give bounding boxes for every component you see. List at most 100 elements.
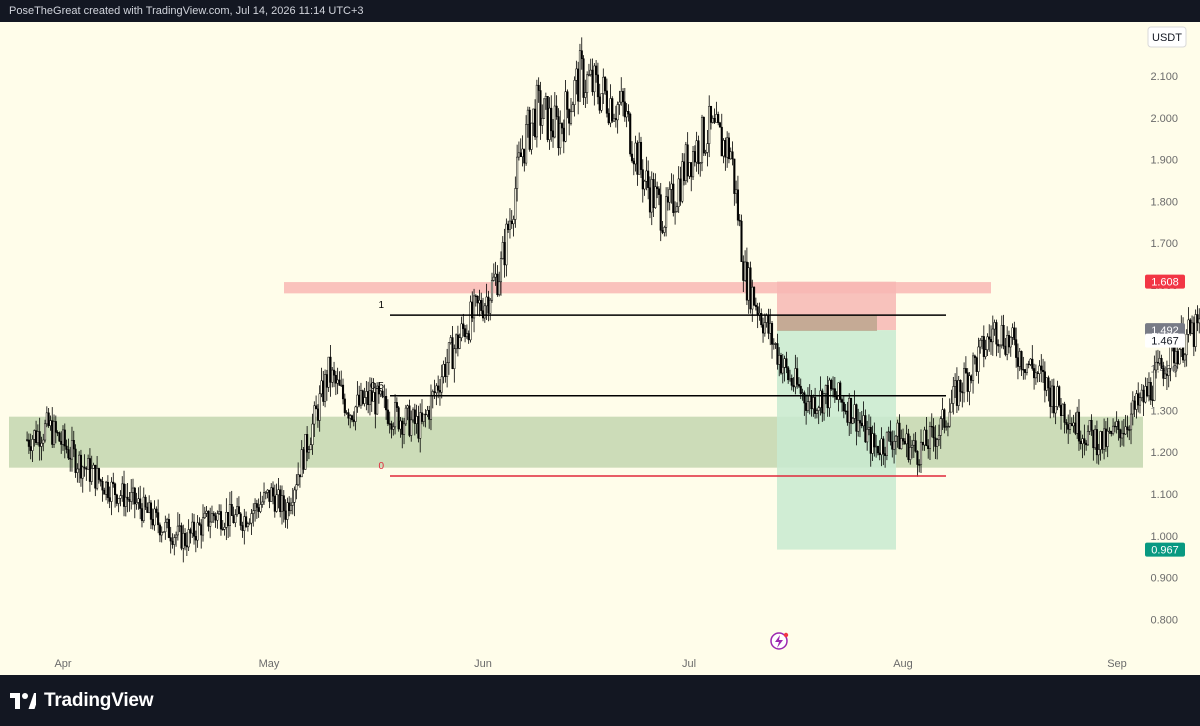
candle	[1052, 378, 1055, 418]
candle	[830, 378, 833, 391]
candle	[47, 408, 50, 428]
candle	[654, 173, 657, 209]
candle	[282, 490, 285, 523]
support-zone[interactable]	[9, 416, 1143, 468]
candle	[611, 96, 614, 123]
resistance-zone[interactable]	[284, 282, 991, 294]
candle	[959, 379, 962, 402]
candle	[175, 531, 178, 547]
candle	[731, 141, 734, 166]
candle	[1155, 350, 1158, 379]
candle	[341, 378, 345, 405]
attribution-bar: PoseTheGreat created with TradingView.co…	[0, 0, 1200, 22]
candle	[65, 439, 68, 454]
candle	[245, 511, 248, 528]
candle	[162, 531, 165, 534]
candle	[252, 503, 255, 527]
candle	[779, 352, 783, 375]
candle	[718, 121, 722, 128]
candle	[329, 344, 332, 397]
candle	[262, 482, 266, 505]
fib-retracement[interactable]: 10.50	[370, 300, 946, 477]
candle	[998, 344, 1002, 358]
candle	[52, 414, 56, 448]
entry-box[interactable]	[777, 315, 877, 331]
candle	[74, 444, 77, 478]
candle	[1065, 419, 1068, 434]
candle	[555, 95, 558, 120]
candle	[740, 214, 743, 262]
candle	[72, 430, 75, 458]
candle	[916, 450, 919, 477]
candle	[1086, 425, 1089, 446]
candle	[957, 375, 960, 411]
price-tick-label: 1.300	[1150, 405, 1178, 417]
candle	[250, 508, 253, 536]
price-tick-label: 1.700	[1150, 238, 1178, 250]
candle	[135, 492, 138, 510]
candle	[31, 435, 34, 463]
currency-badge[interactable]: USDT	[1147, 26, 1187, 48]
candle	[700, 114, 704, 172]
candle	[1040, 354, 1043, 383]
candle	[672, 174, 675, 217]
candle	[334, 370, 337, 396]
candle	[315, 395, 318, 410]
candle	[157, 499, 160, 534]
chart-panel[interactable]: 2.1002.0001.9001.8001.7001.6001.5001.400…	[0, 22, 1200, 675]
short-target-zone[interactable]	[777, 330, 896, 550]
candle	[54, 415, 57, 444]
candle	[659, 182, 662, 242]
candle	[823, 393, 826, 421]
candle	[117, 497, 120, 513]
candle	[902, 428, 905, 445]
candle	[297, 462, 300, 487]
candle	[587, 63, 590, 77]
candle	[403, 417, 406, 445]
candle	[1153, 355, 1156, 402]
candle	[261, 495, 264, 508]
candle	[833, 377, 836, 403]
candle	[313, 401, 316, 437]
candle	[119, 490, 122, 507]
candle	[736, 175, 739, 226]
candle	[776, 333, 779, 370]
candle	[595, 60, 598, 83]
candle	[717, 111, 720, 126]
candle	[130, 479, 133, 510]
candle	[390, 420, 393, 439]
candle	[70, 426, 74, 472]
tradingview-logo[interactable]: TradingView	[10, 690, 154, 712]
candle	[618, 90, 621, 115]
candle	[946, 422, 949, 437]
candle	[907, 428, 910, 463]
candle	[604, 76, 607, 95]
candle	[641, 159, 644, 203]
candle	[295, 474, 298, 500]
time-axis[interactable]: Apr May Jun Jul Aug Sep	[54, 658, 1126, 670]
time-tick-label: Apr	[54, 658, 71, 670]
currency-label: USDT	[1152, 32, 1182, 44]
fib-level-label: 1	[378, 300, 384, 311]
price-tag-green: 0.967	[1145, 542, 1185, 557]
candle	[770, 320, 774, 359]
candle	[984, 339, 987, 360]
candle	[180, 522, 183, 551]
candle	[142, 487, 145, 523]
lightning-icon[interactable]	[770, 632, 789, 650]
candle	[1054, 406, 1057, 425]
candles[interactable]	[26, 37, 1200, 563]
candle	[490, 272, 494, 303]
candle	[785, 351, 788, 374]
candle	[192, 513, 196, 545]
candle	[675, 202, 678, 213]
candle	[839, 380, 842, 403]
candle	[584, 79, 587, 108]
candle	[681, 153, 684, 204]
candle	[422, 413, 425, 427]
candle	[264, 490, 267, 500]
candle	[537, 77, 540, 103]
price-chart[interactable]: 2.1002.0001.9001.8001.7001.6001.5001.400…	[0, 22, 1200, 675]
candle	[840, 397, 844, 412]
candle	[797, 377, 801, 388]
